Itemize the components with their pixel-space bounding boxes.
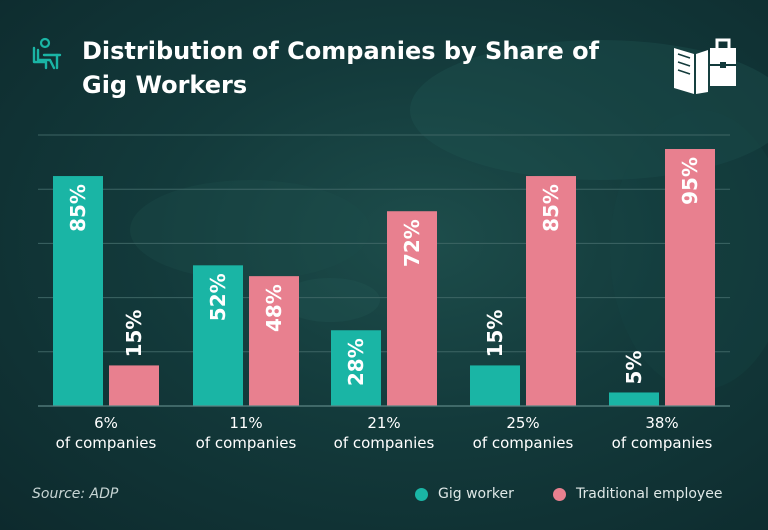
- legend-item-traditional-employee: Traditional employee: [553, 486, 722, 502]
- bar-gig-worker: [193, 265, 243, 406]
- x-tick-label: of companies: [473, 434, 574, 452]
- data-label-gig-worker: 28%: [344, 338, 368, 386]
- bar-traditional-employee: [665, 149, 715, 406]
- data-label-traditional-employee: 72%: [400, 219, 424, 267]
- bar-gig-worker: [53, 176, 103, 406]
- person-at-desk-icon: [32, 37, 62, 70]
- data-label-gig-worker: 85%: [66, 184, 90, 232]
- legend-item-gig-worker: Gig worker: [415, 486, 514, 502]
- bar-traditional-employee: [249, 276, 299, 406]
- x-tick-label: 11%: [229, 414, 262, 432]
- data-label-gig-worker: 5%: [622, 351, 646, 385]
- data-label-traditional-employee: 95%: [678, 157, 702, 205]
- x-tick-label: 25%: [506, 414, 539, 432]
- bar-gig-worker: [331, 330, 381, 406]
- chart-title: Distribution of Companies by Share of Gi…: [82, 34, 599, 102]
- bar-gig-worker: [470, 365, 520, 406]
- legend-label-traditional-employee: Traditional employee: [576, 486, 723, 502]
- data-label-traditional-employee: 48%: [262, 284, 286, 332]
- legend-label-gig-worker: Gig worker: [438, 486, 514, 502]
- x-tick-label: of companies: [196, 434, 297, 452]
- x-tick-label: 6%: [94, 414, 118, 432]
- x-tick-label: of companies: [56, 434, 157, 452]
- chart-title-line-2: Gig Workers: [82, 71, 248, 99]
- brand-logo: [674, 38, 736, 94]
- data-label-gig-worker: 15%: [483, 310, 507, 358]
- x-tick-label: 21%: [367, 414, 400, 432]
- bar-traditional-employee: [526, 176, 576, 406]
- x-tick-label: 38%: [645, 414, 678, 432]
- data-label-traditional-employee: 85%: [539, 184, 563, 232]
- x-tick-label: of companies: [612, 434, 713, 452]
- bar-traditional-employee: [387, 211, 437, 406]
- bar-traditional-employee: [109, 365, 159, 406]
- data-label-traditional-employee: 15%: [122, 310, 146, 358]
- x-tick-label: of companies: [334, 434, 435, 452]
- chart-title-line-1: Distribution of Companies by Share of: [82, 37, 600, 65]
- data-label-gig-worker: 52%: [206, 273, 230, 321]
- legend-swatch-traditional-employee: [553, 487, 566, 501]
- legend-swatch-gig-worker: [415, 487, 428, 501]
- source-note: Source: ADP: [32, 486, 119, 502]
- bar-gig-worker: [609, 392, 659, 406]
